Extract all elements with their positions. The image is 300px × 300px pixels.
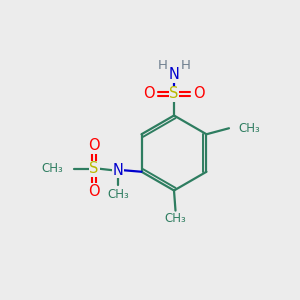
Text: H: H <box>158 59 167 73</box>
Text: CH₃: CH₃ <box>41 162 63 175</box>
Text: O: O <box>143 86 155 101</box>
Text: S: S <box>169 86 179 101</box>
Text: CH₃: CH₃ <box>238 122 260 135</box>
Text: S: S <box>89 161 99 176</box>
Text: O: O <box>193 86 205 101</box>
Text: CH₃: CH₃ <box>165 212 186 225</box>
Text: O: O <box>88 184 99 199</box>
Text: CH₃: CH₃ <box>107 188 129 201</box>
Text: O: O <box>88 139 99 154</box>
Text: N: N <box>113 163 124 178</box>
Text: N: N <box>169 67 179 82</box>
Text: H: H <box>181 59 190 73</box>
